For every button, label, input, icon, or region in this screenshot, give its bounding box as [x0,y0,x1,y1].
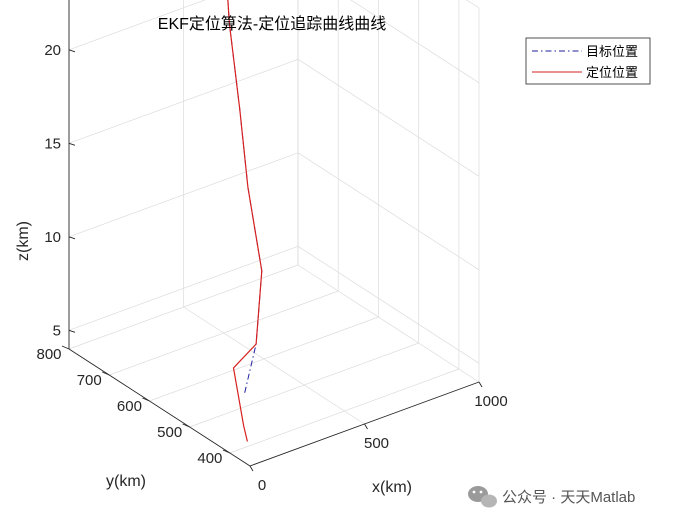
x-tick-label: 1000 [474,393,507,410]
floor-grid-x [297,264,480,383]
y-tick-mark [142,397,150,402]
y-tick-label: 600 [117,398,142,415]
watermark: 公众号 · 天天Matlab [468,486,635,508]
x-tick-mark [364,423,368,430]
y-tick-label: 800 [36,346,61,363]
axes [61,0,483,472]
y-tick-mark [61,345,70,350]
floor-grid-y [109,290,339,376]
chart-title: EKF定位算法-定位追踪曲线曲线 [158,14,386,33]
z-tick-label: 5 [53,322,61,339]
floor-grid-y [229,368,460,454]
legend-entry-estimate: 定位位置 [586,65,638,80]
y-axis-line [68,348,251,467]
z-tick-label: 10 [44,229,61,246]
data-series [227,0,263,442]
grid-lines [68,0,480,467]
wall-y-grid-z [68,0,206,51]
z-tick-mark [68,236,76,240]
y-axis-label: y(km) [106,473,146,490]
estimated-trajectory-line [227,0,263,442]
z-tick-mark [68,49,76,53]
z-tick-mark [68,329,76,333]
wall-x-grid-z [297,152,480,271]
watermark-text: 公众号 · 天天Matlab [502,489,635,506]
z-tick-label: 20 [44,42,61,59]
wall-y-grid-z [68,58,299,144]
x-axis-label: x(km) [372,479,412,496]
y-tick-mark [222,449,231,454]
box-edge-top-right [465,0,480,9]
tick-labels: 0 500 1000 400 500 600 700 800 5 10 15 20 [36,42,507,494]
y-tick-mark [102,371,110,376]
y-tick-label: 400 [197,450,222,467]
z-axis-label: z(km) [15,221,32,261]
wall-y-grid-z [68,152,299,238]
z-tick-mark [68,142,76,146]
legend: 目标位置 定位位置 [525,37,651,85]
z-tick-label: 15 [44,135,61,152]
floor-grid-y [189,342,419,428]
floor-grid-y [149,316,379,402]
legend-entry-target: 目标位置 [586,44,638,59]
legend-box [525,37,651,85]
y-tick-label: 500 [157,424,182,441]
floor-grid-x [183,306,365,425]
wall-x-grid-z [297,246,480,364]
y-tick-label: 700 [77,372,102,389]
wechat-icon [468,486,497,508]
x-tick-label: 0 [258,477,266,494]
wall-x-grid-z [297,59,480,177]
x-tick-label: 500 [364,435,389,452]
y-tick-mark [182,423,190,428]
target-trajectory-line [227,0,263,393]
x-tick-mark [249,465,254,472]
wall-x-grid-z [350,0,480,84]
x-tick-mark [478,381,483,388]
